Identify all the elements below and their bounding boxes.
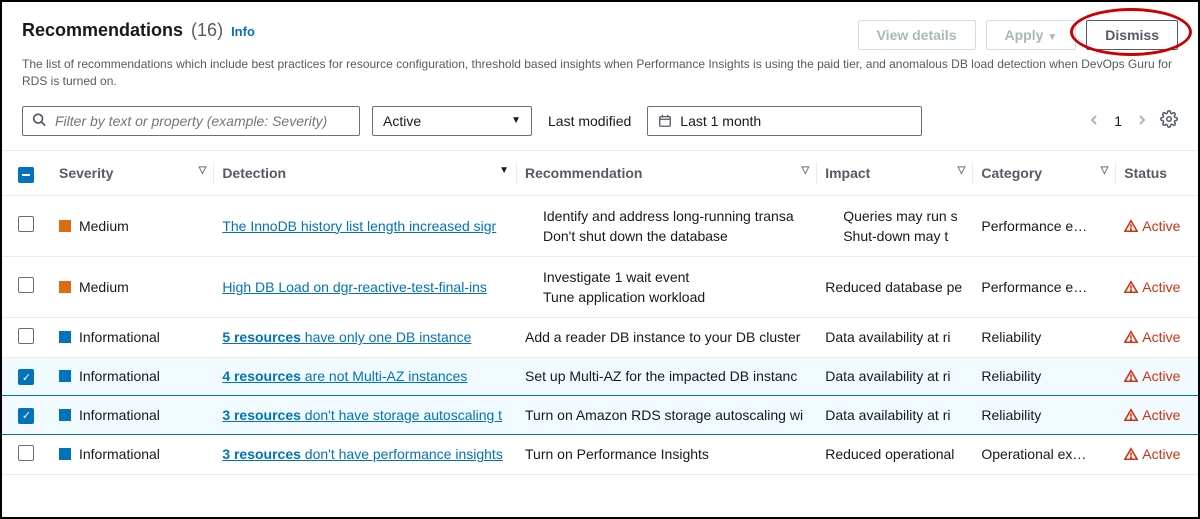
table-row: Informational 3 resources don't have perf…	[2, 434, 1198, 474]
impact-text: Reduced database pe	[825, 279, 965, 295]
row-checkbox[interactable]	[18, 445, 34, 461]
last-modified-label: Last modified	[544, 113, 635, 129]
detection-link[interactable]: 3 resources don't have performance insig…	[222, 446, 509, 462]
row-checkbox[interactable]	[18, 328, 34, 344]
row-checkbox[interactable]	[18, 216, 34, 232]
impact-text: Reduced operational	[825, 446, 965, 462]
category-text: Performance e…	[981, 279, 1108, 295]
caret-down-icon: ▼	[1047, 32, 1057, 43]
status-badge: Active	[1124, 407, 1190, 423]
recommendation-item: Tune application workload	[543, 287, 809, 307]
impact-text: Data availability at ri	[825, 407, 965, 423]
severity-cell: Informational	[59, 446, 206, 462]
recommendation-item: Don't shut down the database	[543, 226, 809, 246]
row-checkbox[interactable]: ✓	[18, 369, 34, 385]
caret-down-icon: ▼	[511, 115, 521, 126]
severity-indicator	[59, 448, 71, 460]
status-badge: Active	[1124, 218, 1190, 234]
category-text: Operational ex…	[981, 446, 1108, 462]
filter-input[interactable]	[22, 106, 360, 136]
severity-indicator	[59, 220, 71, 232]
sort-icon[interactable]: ▽	[1101, 165, 1109, 176]
col-severity[interactable]: Severity▽	[51, 150, 214, 195]
category-text: Reliability	[981, 329, 1108, 345]
info-link[interactable]: Info	[231, 24, 255, 39]
col-detection[interactable]: Detection▼	[214, 150, 517, 195]
detection-link[interactable]: 4 resources are not Multi-AZ instances	[222, 368, 509, 384]
status-select[interactable]: Active ▼	[372, 106, 532, 136]
impact-item: Queries may run s	[843, 206, 965, 226]
status-badge: Active	[1124, 279, 1190, 295]
recommendation-text: Turn on Amazon RDS storage autoscaling w…	[525, 407, 809, 423]
view-details-button[interactable]: View details	[858, 20, 976, 50]
col-status[interactable]: Status	[1116, 150, 1198, 195]
detection-link[interactable]: 3 resources don't have storage autoscali…	[222, 407, 509, 423]
col-recommendation[interactable]: Recommendation▽	[517, 150, 817, 195]
impact-text: Data availability at ri	[825, 329, 965, 345]
detection-link[interactable]: 5 resources have only one DB instance	[222, 329, 509, 345]
severity-indicator	[59, 331, 71, 343]
recommendation-text: Add a reader DB instance to your DB clus…	[525, 329, 809, 345]
status-badge: Active	[1124, 446, 1190, 462]
row-checkbox[interactable]	[18, 277, 34, 293]
recommendation-item: Investigate 1 wait event	[543, 267, 809, 287]
status-badge: Active	[1124, 329, 1190, 345]
sort-icon[interactable]: ▼	[499, 165, 509, 176]
severity-indicator	[59, 281, 71, 293]
col-impact[interactable]: Impact▽	[817, 150, 973, 195]
select-all-checkbox[interactable]	[18, 167, 34, 183]
category-text: Reliability	[981, 368, 1108, 384]
row-checkbox[interactable]: ✓	[18, 408, 34, 424]
status-select-value: Active	[383, 113, 421, 129]
table-row: Medium The InnoDB history list length inc…	[2, 195, 1198, 256]
severity-cell: Informational	[59, 407, 206, 423]
severity-cell: Informational	[59, 368, 206, 384]
description-text: The list of recommendations which includ…	[2, 56, 1198, 106]
detection-link[interactable]: High DB Load on dgr-reactive-test-final-…	[222, 279, 509, 295]
dismiss-button[interactable]: Dismiss	[1086, 20, 1178, 50]
search-icon	[32, 112, 46, 129]
severity-cell: Medium	[59, 279, 206, 295]
sort-icon[interactable]: ▽	[958, 165, 966, 176]
date-range-select[interactable]: Last 1 month	[647, 106, 922, 136]
sort-icon[interactable]: ▽	[802, 165, 810, 176]
status-badge: Active	[1124, 368, 1190, 384]
col-category[interactable]: Category▽	[973, 150, 1116, 195]
sort-icon[interactable]: ▽	[199, 165, 207, 176]
page-number: 1	[1114, 113, 1122, 129]
detection-link[interactable]: The InnoDB history list length increased…	[222, 218, 509, 234]
calendar-icon	[658, 114, 672, 128]
recommendation-text: Set up Multi-AZ for the impacted DB inst…	[525, 368, 809, 384]
recommendation-item: Identify and address long-running transa	[543, 206, 809, 226]
table-row: Informational 5 resources have only one D…	[2, 317, 1198, 357]
category-text: Performance e…	[981, 218, 1108, 234]
severity-cell: Medium	[59, 218, 206, 234]
table-row: ✓ Informational 3 resources don't have sto…	[2, 396, 1198, 435]
severity-indicator	[59, 409, 71, 421]
next-page-button[interactable]	[1136, 113, 1148, 129]
impact-item: Shut-down may t	[843, 226, 965, 246]
count-badge: (16)	[191, 20, 223, 41]
impact-text: Data availability at ri	[825, 368, 965, 384]
prev-page-button[interactable]	[1088, 113, 1100, 129]
severity-cell: Informational	[59, 329, 206, 345]
category-text: Reliability	[981, 407, 1108, 423]
table-row: ✓ Informational 4 resources are not Multi-…	[2, 357, 1198, 396]
date-range-value: Last 1 month	[680, 113, 761, 129]
table-row: Medium High DB Load on dgr-reactive-test-…	[2, 256, 1198, 317]
apply-button[interactable]: Apply▼	[986, 20, 1077, 50]
recommendations-table: Severity▽ Detection▼ Recommendation▽ Imp…	[2, 150, 1198, 475]
pagination: 1	[1088, 113, 1148, 129]
settings-button[interactable]	[1160, 110, 1178, 131]
recommendation-text: Turn on Performance Insights	[525, 446, 809, 462]
severity-indicator	[59, 370, 71, 382]
page-title: Recommendations	[22, 20, 183, 41]
